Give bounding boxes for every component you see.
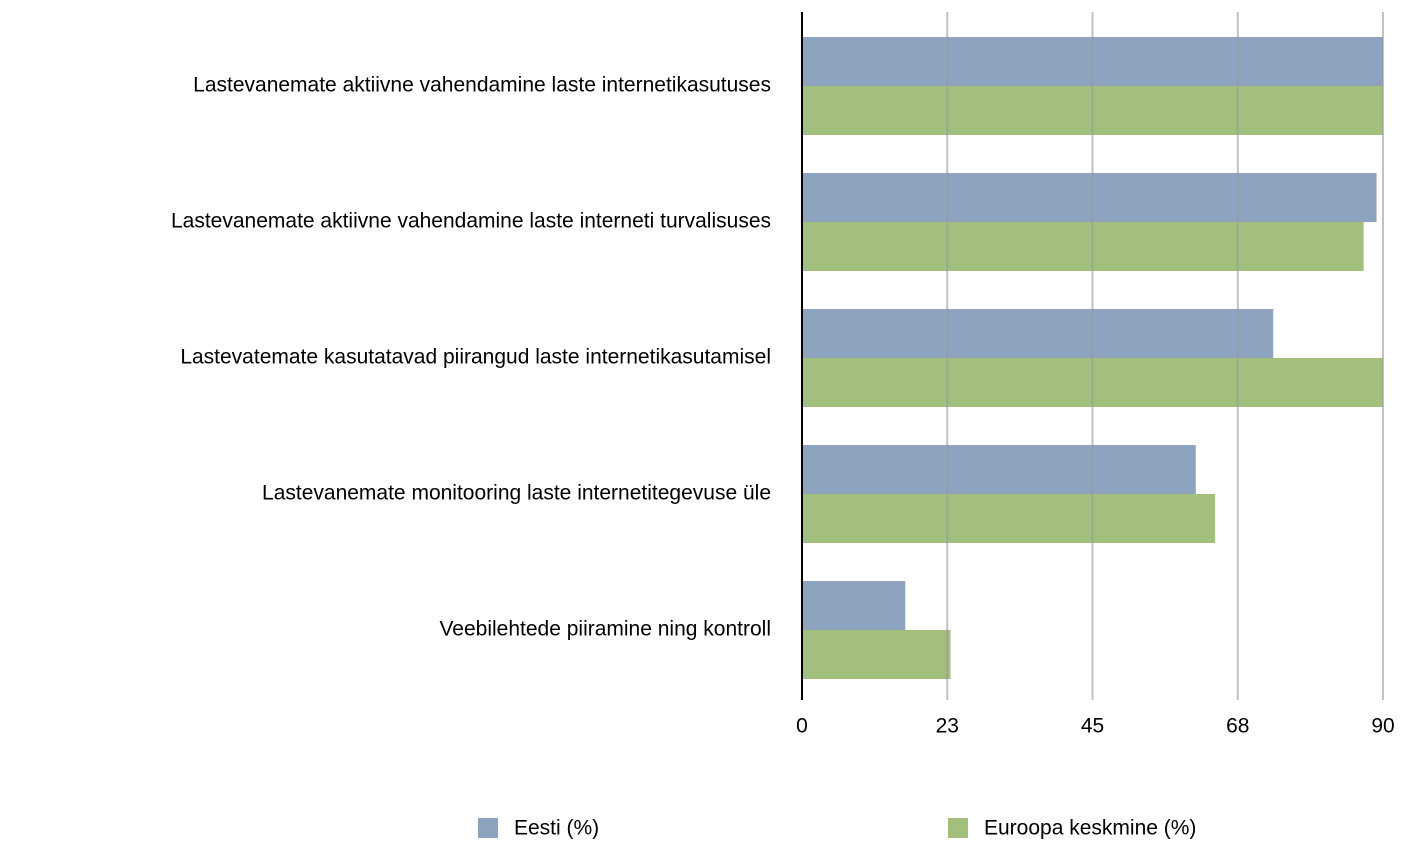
legend-label: Eesti (%) [514,817,599,840]
category-label: Lastevanemate monitooring laste internet… [262,482,771,505]
legend-label: Euroopa keskmine (%) [984,817,1196,840]
bar [802,222,1364,271]
legend-swatch [478,818,498,838]
category-label: Veebilehtede piiramine ning kontroll [439,618,771,641]
bar [802,445,1196,494]
x-tick-label: 23 [936,715,959,738]
bar [802,309,1274,358]
x-tick-label: 45 [1081,715,1104,738]
bar [802,173,1377,222]
category-label: Lastevatemate kasutatavad piirangud last… [180,346,771,369]
legend-swatch [948,818,968,838]
category-label: Lastevanemate aktiivne vahendamine laste… [193,74,771,97]
bar [802,630,951,679]
x-tick-label: 0 [796,715,808,738]
bar [802,581,906,630]
x-tick-label: 68 [1226,715,1249,738]
category-label: Lastevanemate aktiivne vahendamine laste… [171,210,771,233]
bar [802,494,1216,543]
x-tick-label: 90 [1371,715,1394,738]
